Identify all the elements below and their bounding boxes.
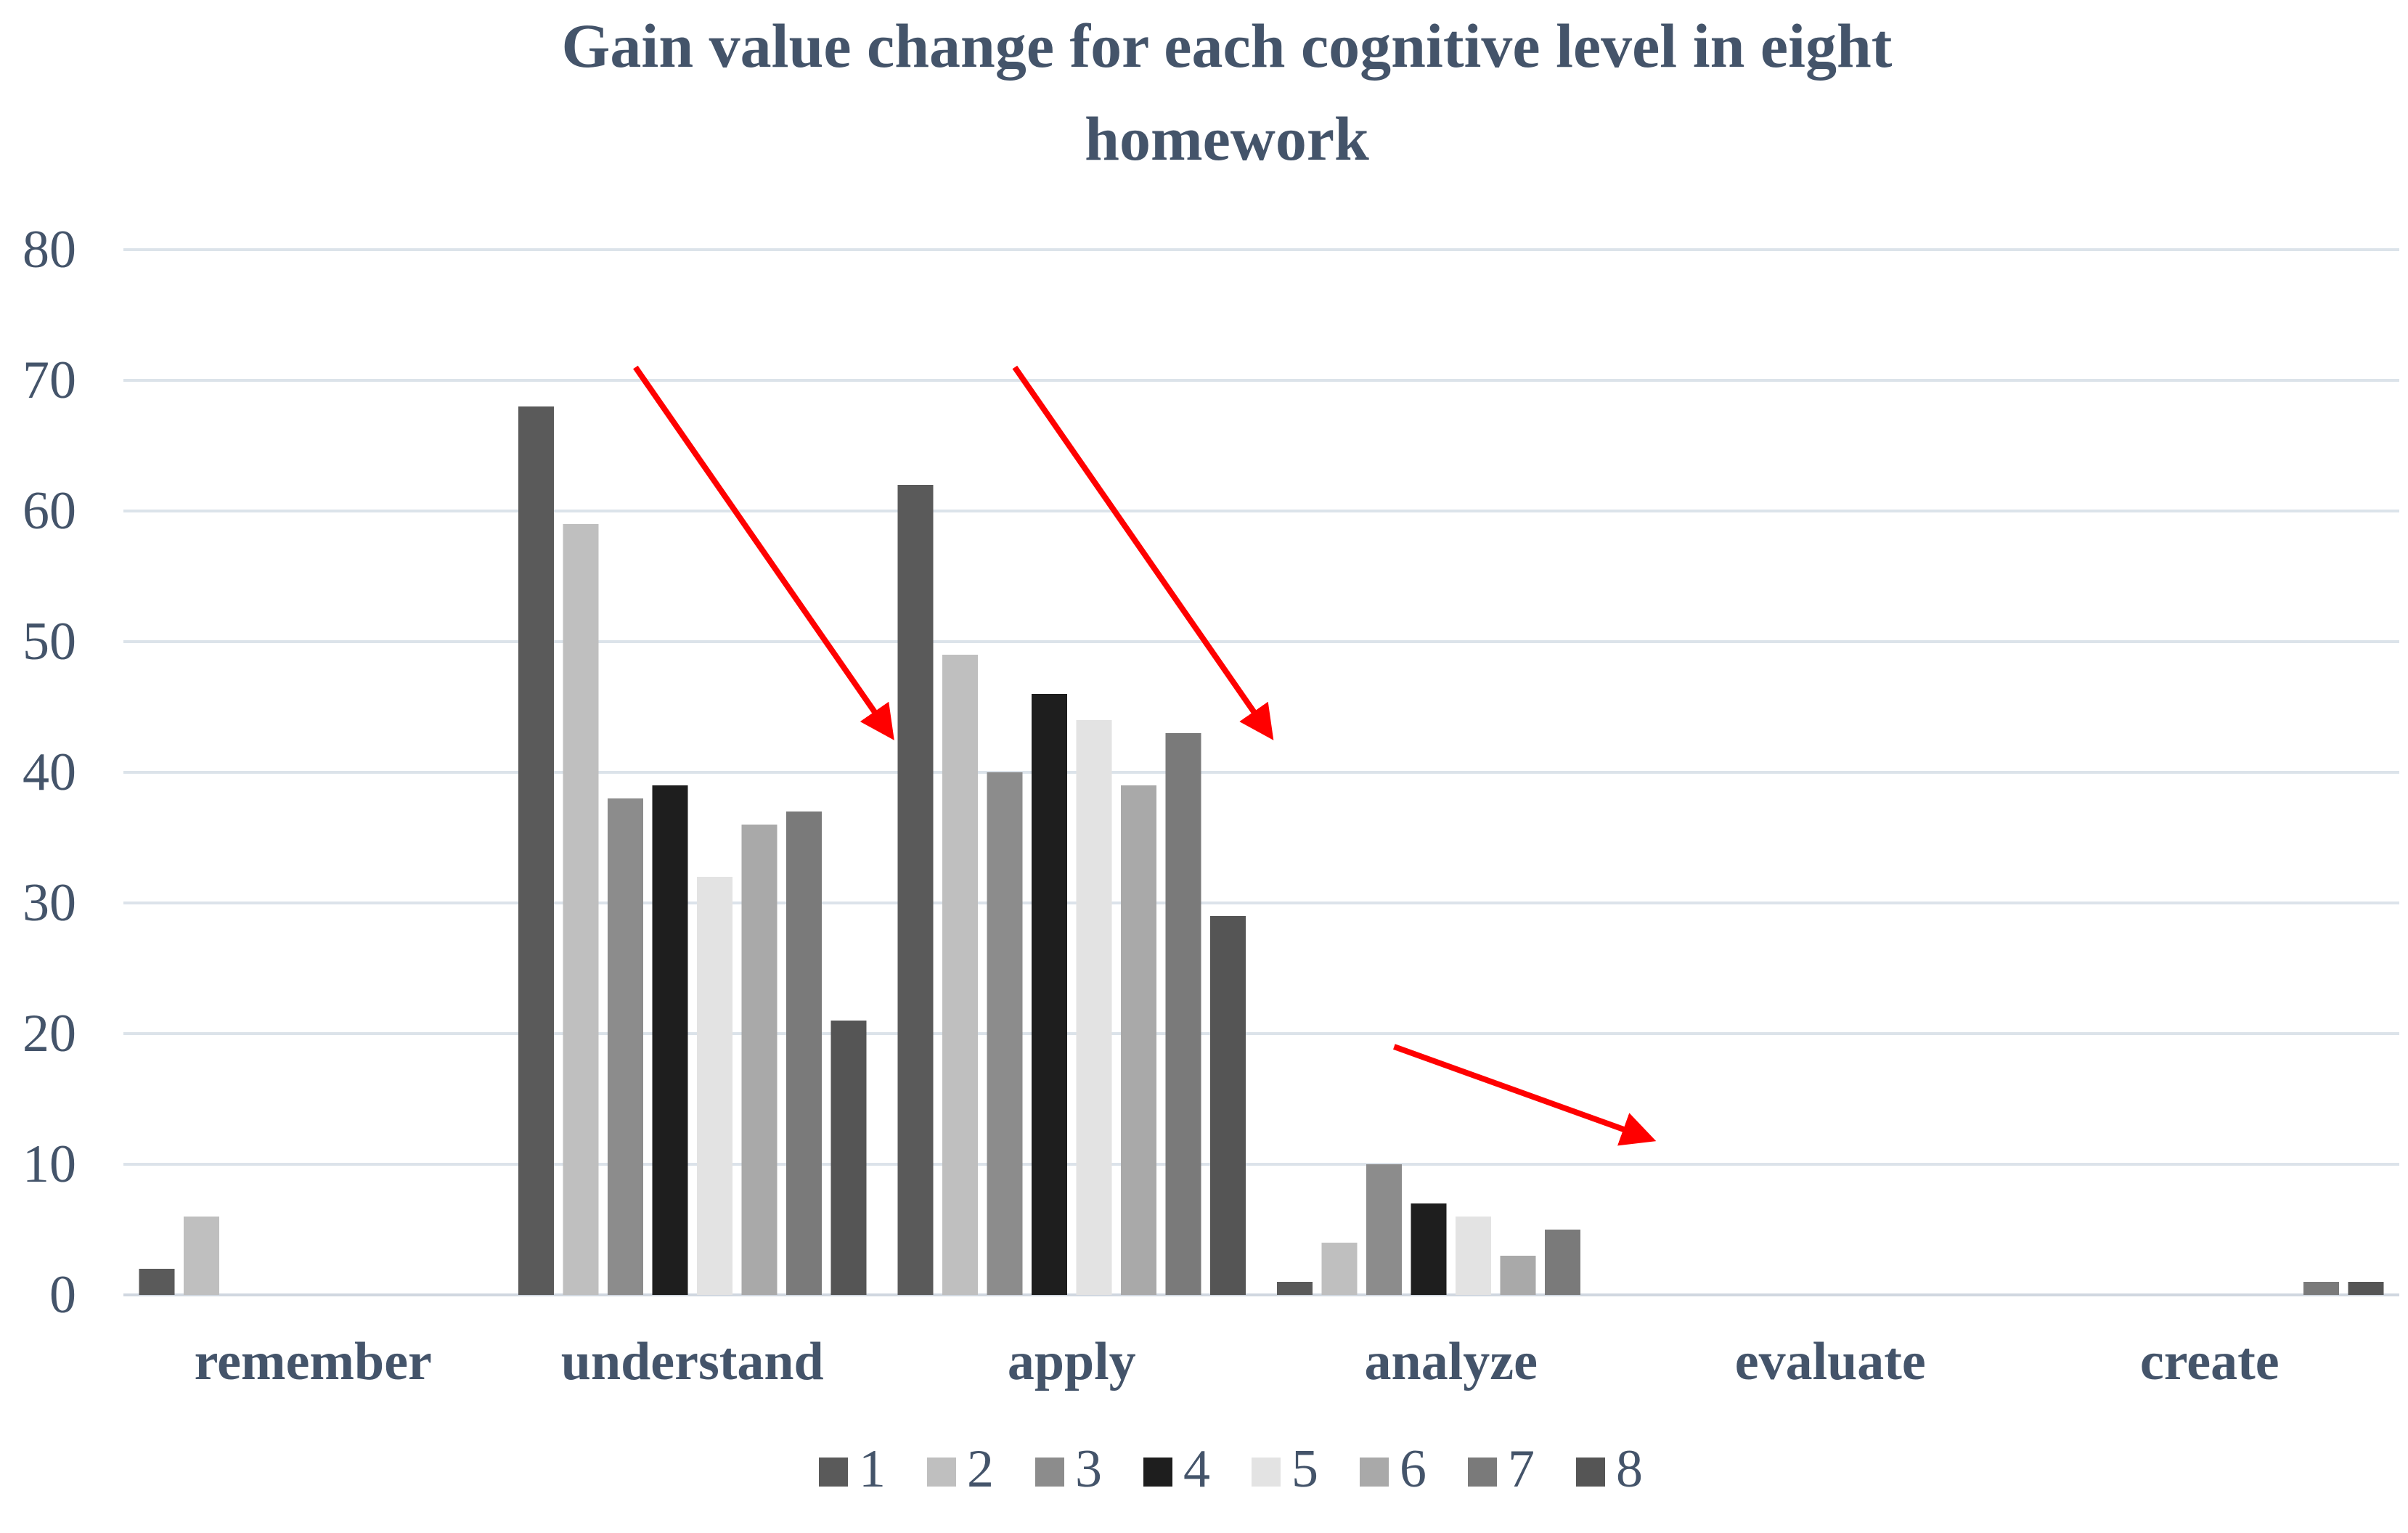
- legend: 1 2 3 4 5 6 7 8: [819, 1439, 1643, 1499]
- y-axis-ticks: 0 10 20 30 40 50 60 70 80: [23, 220, 76, 1325]
- bar-series-2-analyze: [1321, 1243, 1358, 1295]
- y-tick-label-80: 80: [23, 220, 76, 279]
- bar-series-2-remember: [184, 1217, 219, 1295]
- bar-series-2-apply: [942, 655, 978, 1295]
- legend-label-6: 6: [1400, 1439, 1427, 1499]
- legend-swatch-1: [819, 1458, 848, 1487]
- y-tick-label-70: 70: [23, 351, 76, 410]
- legend-swatch-5: [1252, 1458, 1281, 1487]
- bar-series-3-understand: [608, 798, 643, 1295]
- bar-series-4-analyze: [1411, 1203, 1447, 1295]
- x-tick-label-remember: remember: [195, 1332, 432, 1391]
- bar-series-1-remember: [139, 1269, 175, 1295]
- annotations: [633, 365, 1657, 1146]
- trend-arrow-2: [1012, 365, 1274, 740]
- legend-swatch-8: [1576, 1458, 1605, 1487]
- y-tick-label-20: 20: [23, 1004, 76, 1063]
- bar-series-3-apply: [987, 772, 1023, 1295]
- bar-series-5-apply: [1076, 720, 1112, 1295]
- bar-series-6-analyze: [1500, 1256, 1536, 1295]
- legend-label-7: 7: [1508, 1439, 1535, 1499]
- bar-series-1-analyze: [1277, 1282, 1313, 1295]
- legend-label-3: 3: [1075, 1439, 1102, 1499]
- bar-series-7-understand: [786, 812, 822, 1295]
- legend-swatch-6: [1360, 1458, 1389, 1487]
- bar-series-7-apply: [1165, 733, 1201, 1295]
- trend-arrow-3: [1393, 1044, 1657, 1146]
- legend-swatch-7: [1468, 1458, 1497, 1487]
- bar-series-3-analyze: [1366, 1164, 1402, 1295]
- bar-series-1-understand: [518, 406, 554, 1295]
- bar-series-2-understand: [563, 524, 599, 1295]
- legend-label-8: 8: [1616, 1439, 1643, 1499]
- x-tick-label-apply: apply: [1008, 1332, 1136, 1391]
- chart-title-line-2: homework: [1085, 104, 1369, 173]
- bar-series-6-understand: [741, 825, 778, 1295]
- trend-arrow-1: [633, 365, 894, 740]
- legend-swatch-4: [1143, 1458, 1172, 1487]
- legend-swatch-2: [927, 1458, 956, 1487]
- bar-series-5-understand: [697, 877, 732, 1295]
- bar-series-8-create: [2348, 1282, 2384, 1295]
- bar-series-6-apply: [1121, 785, 1156, 1295]
- bar-series-1-apply: [897, 485, 934, 1295]
- bar-series-8-apply: [1210, 916, 1246, 1295]
- bar-series-7-analyze: [1545, 1230, 1580, 1295]
- legend-label-1: 1: [859, 1439, 886, 1499]
- y-tick-label-10: 10: [23, 1135, 76, 1194]
- chart-title-line-1: Gain value change for each cognitive lev…: [562, 11, 1893, 81]
- x-tick-label-evaluate: evaluate: [1735, 1332, 1926, 1391]
- x-tick-label-create: create: [2140, 1332, 2280, 1391]
- x-axis-categories: remember understand apply analyze evaluate cr…: [195, 1332, 2280, 1391]
- legend-swatch-3: [1035, 1458, 1064, 1487]
- legend-label-2: 2: [967, 1439, 994, 1499]
- y-tick-label-0: 0: [49, 1265, 76, 1325]
- y-tick-label-30: 30: [23, 873, 76, 933]
- bars: [139, 406, 2384, 1295]
- y-tick-label-60: 60: [23, 481, 76, 541]
- bar-series-7-create: [2303, 1282, 2339, 1295]
- legend-label-4: 4: [1183, 1439, 1210, 1499]
- bar-series-4-apply: [1032, 694, 1067, 1295]
- bar-series-4-understand: [652, 785, 688, 1295]
- bar-series-5-analyze: [1456, 1217, 1491, 1295]
- y-tick-label-40: 40: [23, 743, 76, 802]
- gridlines: [123, 248, 2399, 1296]
- bar-series-8-understand: [830, 1021, 867, 1295]
- x-tick-label-analyze: analyze: [1365, 1332, 1538, 1391]
- x-tick-label-understand: understand: [561, 1332, 824, 1391]
- y-tick-label-50: 50: [23, 612, 76, 671]
- legend-label-5: 5: [1291, 1439, 1318, 1499]
